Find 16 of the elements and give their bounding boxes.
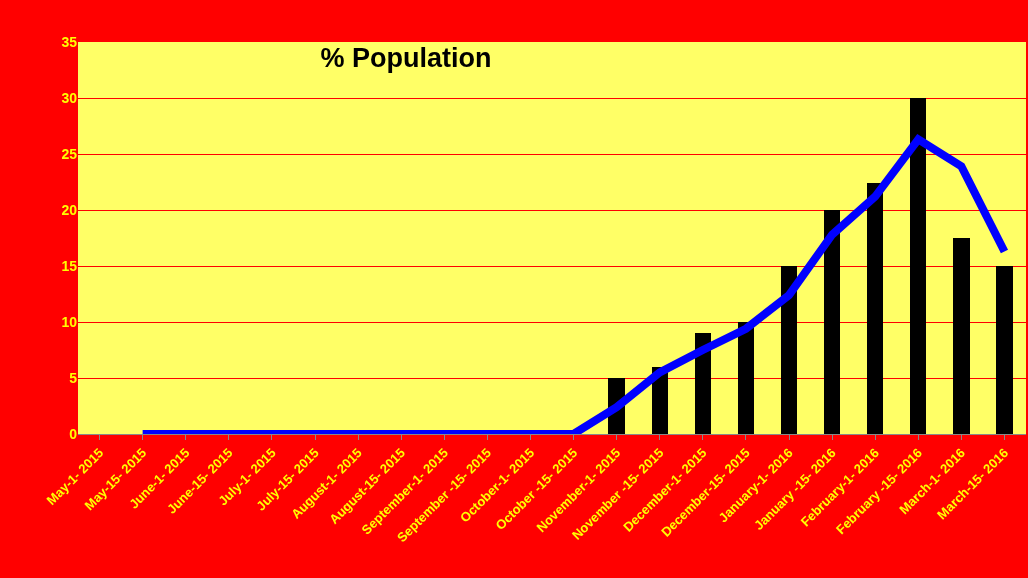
bar bbox=[953, 238, 970, 434]
bar bbox=[910, 98, 927, 434]
bar bbox=[780, 266, 798, 434]
y-tick-label: 0 bbox=[69, 425, 78, 442]
y-tick-label: 30 bbox=[61, 89, 78, 106]
bar bbox=[996, 266, 1013, 434]
y-tick-label: 5 bbox=[69, 369, 78, 386]
y-tick-label: 20 bbox=[61, 201, 78, 218]
y-tick-label: 15 bbox=[61, 257, 78, 274]
y-tick-label: 35 bbox=[61, 33, 78, 50]
bar bbox=[737, 322, 755, 434]
y-tick-label: 10 bbox=[61, 313, 78, 330]
bar bbox=[823, 210, 841, 434]
bar bbox=[866, 183, 884, 434]
y-tick-label: 25 bbox=[61, 145, 78, 162]
chart-title: % Population bbox=[320, 43, 492, 74]
